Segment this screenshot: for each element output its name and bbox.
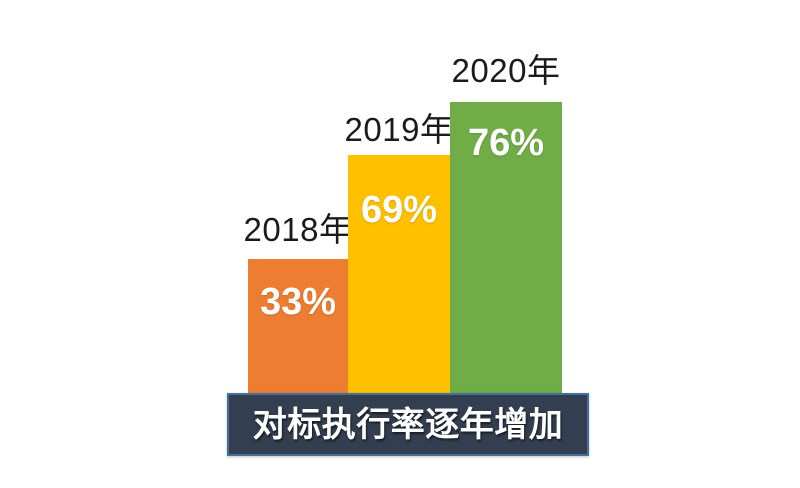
bar-year-label-2018: 2018年 xyxy=(243,211,353,249)
bar-value-label-2020: 76% xyxy=(467,122,545,164)
bar-value-label-2018: 33% xyxy=(259,281,337,323)
bar-year-label-2020: 2020年 xyxy=(451,52,561,90)
bar-group-2018: 2018年 33% xyxy=(244,213,352,393)
bar-2018: 33% xyxy=(248,259,348,393)
bar-2020: 76% xyxy=(450,102,562,393)
bar-group-2019: 2019年 69% xyxy=(345,113,453,393)
chart-title-banner: 对标执行率逐年增加 xyxy=(227,393,589,456)
bar-2019: 69% xyxy=(348,155,450,393)
bar-group-2020: 2020年 76% xyxy=(450,54,562,393)
chart-title: 对标执行率逐年增加 xyxy=(252,405,564,444)
bar-year-label-2019: 2019年 xyxy=(344,111,454,149)
bar-value-label-2019: 69% xyxy=(360,189,438,231)
